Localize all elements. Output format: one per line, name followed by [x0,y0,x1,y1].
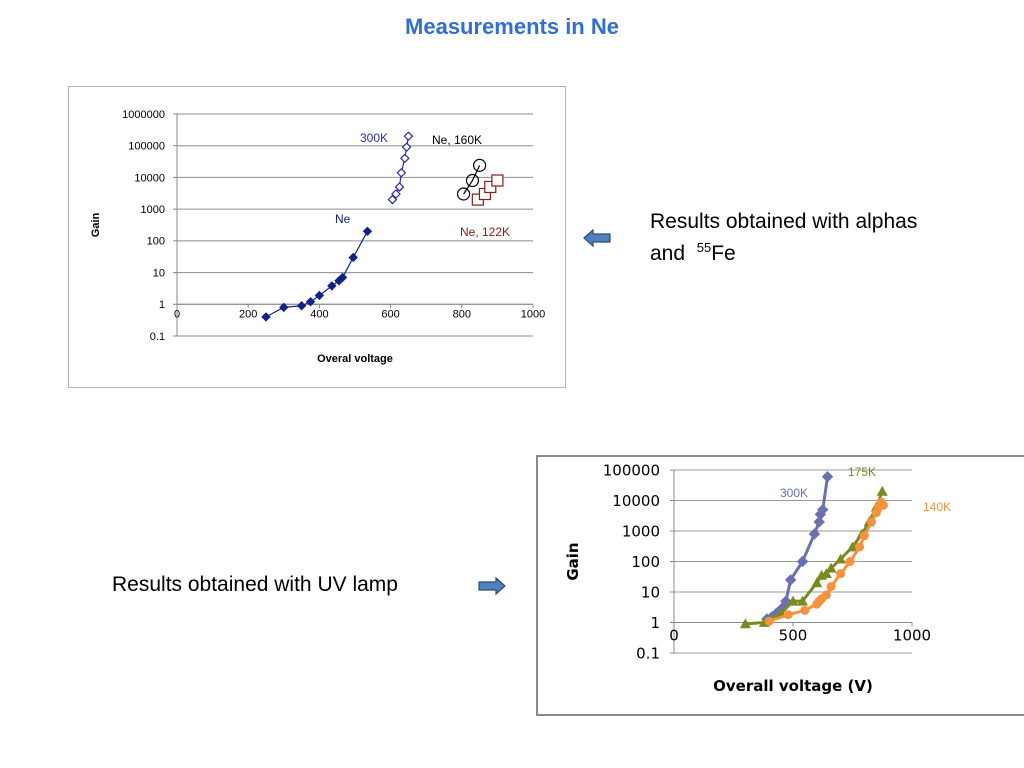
data-point [401,142,412,153]
data-point [876,485,888,496]
data-point [473,158,487,172]
series-label: 140K [923,500,951,514]
y-tick-label: 10 [641,583,660,601]
data-point [783,610,793,620]
x-axis-title: Overall voltage (V) [713,677,873,695]
x-tick-label: 200 [239,308,257,320]
data-point [811,577,823,588]
data-point [362,226,373,237]
data-point [261,312,271,322]
y-tick-label: 1000 [622,522,660,540]
data-point [800,605,810,615]
data-point [796,555,809,568]
y-tick-label: 100 [147,236,165,248]
caption-uv-lamp: Results obtained with UV lamp [112,573,398,596]
x-tick-label: 400 [310,308,328,320]
series-label: 175K [848,465,876,479]
series-label: Ne, 122K [460,225,510,239]
data-point [465,173,480,188]
x-tick-label: 500 [779,627,808,645]
series-label: Ne, 160K [432,133,482,147]
series-line [265,231,368,318]
y-tick-label: 100000 [128,141,165,153]
y-tick-label: 0.1 [636,644,660,662]
data-point [867,517,877,527]
data-point [337,272,348,283]
alpha-gain-chart: 0.1 1 10 100 1000 10000 100000 1000000 0 200 400 60… [68,86,566,388]
y-axis-title: Gain [90,212,102,237]
data-point [820,568,832,579]
block-arrow-left-icon [583,228,611,248]
data-point [739,618,751,629]
data-point [821,471,834,483]
data-point [784,574,797,586]
data-point [817,503,829,516]
data-point [279,302,289,313]
data-point [787,595,799,606]
data-point [813,516,825,528]
x-tick-label: 800 [453,308,471,320]
data-point [826,582,836,592]
y-tick-label: 1000 [141,204,165,216]
data-point [396,167,407,178]
data-point [456,187,471,201]
data-point [855,542,865,552]
series-label: 300K [780,486,808,500]
data-point [403,131,414,142]
x-tick-label: 1000 [893,627,931,645]
y-tick-label: 10000 [612,492,660,510]
data-point [305,297,316,307]
data-point [835,553,847,564]
alpha-gain-chart-svg: 0.1 1 10 100 1000 10000 100000 1000000 0 200 400 60… [90,109,545,365]
block-arrow-right-icon [478,576,506,596]
uv-gain-chart: 0.1 1 10 100 1000 10000 100000 0 500 1000 Overall … [536,455,1024,716]
caption-alphas-text: Results obtained with alphas and [650,210,918,265]
data-point [797,595,809,606]
data-point [394,182,405,192]
data-point [847,541,858,552]
x-tick-label: 0 [669,627,679,645]
x-tick-label: 0 [174,308,180,320]
series-label: 300K [360,131,388,145]
data-point [327,281,337,291]
data-point [484,180,497,194]
caption-iso-symbol: Fe [711,242,736,265]
series-label: Ne [335,212,351,226]
caption-alphas: Results obtained with alphas and 55Fe [650,209,950,267]
data-point [296,301,307,311]
y-tick-label: 100000 [603,461,660,479]
data-point [387,194,398,205]
y-tick-label: 100 [631,553,660,571]
y-tick-label: 10000 [134,172,165,184]
y-tick-label: 10 [153,267,165,279]
data-point [780,595,792,607]
data-point [391,189,401,199]
data-point [825,562,837,573]
y-tick-label: 1 [159,299,165,311]
y-axis-title: Gain [564,542,582,580]
uv-gain-chart-svg: 0.1 1 10 100 1000 10000 100000 0 500 1000 Overall … [564,461,951,695]
data-point [878,500,888,510]
data-point [859,531,869,541]
data-point [836,569,846,579]
y-tick-label: 1000000 [122,109,165,121]
data-point [821,590,831,600]
x-tick-label: 600 [381,308,399,320]
y-tick-label: 1 [650,614,660,632]
data-point [491,174,504,187]
data-point [808,528,821,540]
x-axis-title: Overal voltage [317,353,393,365]
data-point [845,557,855,566]
data-point [314,290,325,301]
x-tick-label: 1000 [521,308,545,320]
y-tick-label: 0.1 [150,331,165,343]
data-point [764,616,774,626]
data-point [399,153,410,164]
data-point [348,252,358,263]
slide-title: Measurements in Ne [405,14,619,39]
caption-iso-mass: 55 [696,240,712,255]
